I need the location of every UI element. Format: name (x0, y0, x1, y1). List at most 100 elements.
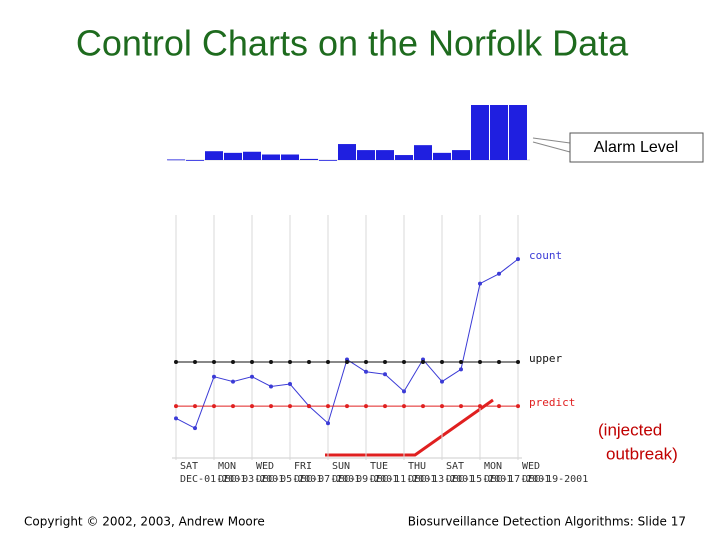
bar (224, 152, 242, 160)
bar (433, 152, 451, 160)
series-point (440, 404, 444, 409)
series-point (269, 360, 273, 364)
x-tick-label: FRI (294, 461, 312, 472)
x-tick-label: SAT (180, 461, 198, 472)
series-point (364, 369, 368, 374)
series-point (288, 382, 292, 387)
bar (471, 105, 489, 160)
legend-label: predict (529, 396, 575, 409)
callout-connector (532, 141, 571, 153)
series-point (478, 360, 482, 364)
callout-text: (injected (598, 420, 662, 439)
series-point (288, 404, 292, 409)
series-point (383, 360, 387, 364)
bar (262, 154, 280, 160)
bar (243, 151, 261, 160)
series-point (478, 404, 482, 409)
bar (205, 151, 223, 160)
series-point (497, 360, 501, 364)
series-point (459, 360, 463, 364)
bar (281, 154, 299, 160)
x-date-label: DEC-11-2001 (370, 474, 436, 485)
series-point (402, 404, 406, 409)
series-point (326, 404, 330, 409)
series-point (497, 271, 501, 276)
series-point (307, 360, 311, 364)
series-point (326, 360, 330, 364)
x-tick-label: THU (408, 461, 426, 472)
bar (300, 158, 318, 160)
series-point (212, 374, 216, 379)
series-point (421, 360, 425, 364)
bar (395, 155, 413, 160)
series-point (402, 360, 406, 364)
x-date-label: DEC-05-2001 (256, 474, 322, 485)
series-point (212, 360, 216, 364)
x-date-label: DEC-19-2001 (522, 474, 588, 485)
series-point (345, 360, 349, 364)
series-point (497, 404, 501, 409)
x-date-label: DEC-03-2001 (218, 474, 284, 485)
footer-left: Copyright © 2002, 2003, Andrew Moore (24, 515, 265, 529)
series-point (193, 426, 197, 431)
series-point (440, 360, 444, 364)
x-date-label: DEC-07-2001 (294, 474, 360, 485)
x-tick-label: WED (256, 461, 274, 472)
bar (319, 160, 337, 161)
series-point (250, 374, 254, 379)
callout-box (569, 132, 704, 163)
bar (490, 105, 508, 160)
series-point (250, 404, 254, 409)
series-point (231, 404, 235, 409)
x-date-label: DEC-01-2001 (180, 474, 246, 485)
series-point (345, 404, 349, 409)
series-point (269, 384, 273, 389)
x-date-label: DEC-17-2001 (484, 474, 550, 485)
callout-text: outbreak) (606, 444, 678, 463)
series-point (440, 379, 444, 384)
series-point (212, 404, 216, 409)
series-point (174, 416, 178, 421)
series-point (250, 360, 254, 364)
bar (186, 160, 204, 161)
bar (338, 144, 356, 160)
x-date-label: DEC-15-2001 (446, 474, 512, 485)
series-point (516, 360, 520, 364)
x-tick-label: MON (484, 461, 502, 472)
series-point (402, 389, 406, 394)
footer-right: Biosurveillance Detection Algorithms: Sl… (408, 515, 686, 529)
x-date-label: DEC-09-2001 (332, 474, 398, 485)
series-point (421, 404, 425, 409)
x-tick-label: WED (522, 461, 540, 472)
bar (357, 150, 375, 160)
series-point (516, 257, 520, 262)
series-point (193, 360, 197, 364)
series-point (231, 379, 235, 384)
bar (414, 145, 432, 160)
legend-label: count (529, 249, 562, 262)
series-point (459, 404, 463, 409)
callout-connector (532, 137, 571, 144)
slide-title: Control Charts on the Norfolk Data (76, 23, 629, 64)
series-point (459, 367, 463, 372)
x-tick-label: SAT (446, 461, 464, 472)
series-point (326, 421, 330, 426)
series-point (383, 372, 387, 377)
series-point (193, 404, 197, 409)
series-point (307, 404, 311, 409)
x-tick-label: SUN (332, 461, 350, 472)
series-point (231, 360, 235, 364)
outbreak-arrow (325, 398, 494, 457)
bar (167, 159, 185, 161)
x-tick-label: TUE (370, 461, 388, 472)
series-point (364, 404, 368, 409)
series-line (175, 258, 519, 429)
series-point (269, 404, 273, 409)
series-point (383, 404, 387, 409)
x-date-label: DEC-13-2001 (408, 474, 474, 485)
callout-text: Alarm Level (594, 139, 678, 156)
bar (452, 150, 470, 160)
x-tick-label: MON (218, 461, 236, 472)
bar (509, 105, 527, 160)
